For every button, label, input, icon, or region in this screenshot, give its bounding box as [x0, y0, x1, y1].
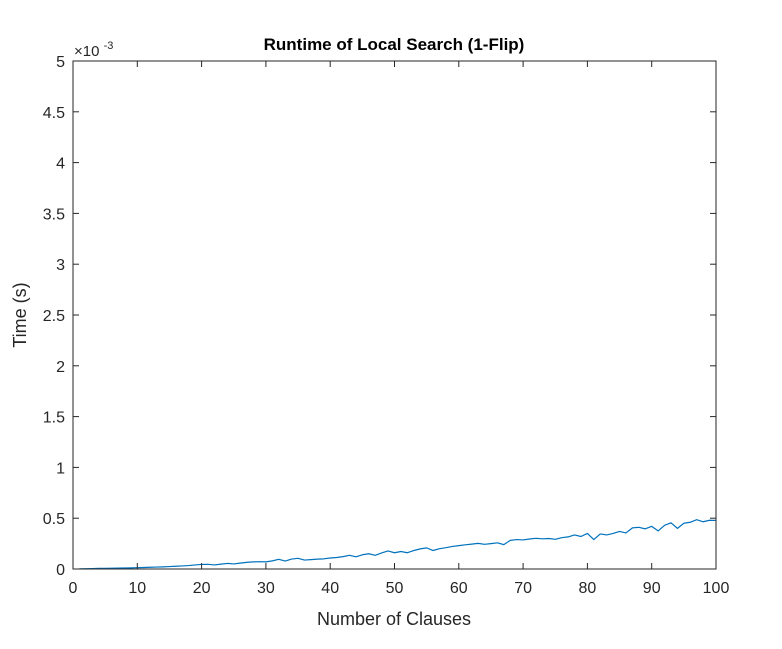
y-tick-label: 1 [56, 460, 65, 477]
x-tick-label: 40 [321, 580, 339, 597]
chart-title: Runtime of Local Search (1-Flip) [264, 35, 525, 54]
y-tick-label: 1.5 [43, 410, 65, 427]
x-tick-label: 50 [386, 580, 404, 597]
x-tick-label: 20 [193, 580, 211, 597]
series-line-0 [79, 519, 717, 570]
x-tick-label: 70 [514, 580, 532, 597]
plot-area: 0 10 20 30 40 50 60 70 80 90 100 0 0.5 1 1.5 2 2.5 3 3.5 4 4… [43, 54, 730, 597]
y-tick-label: 4 [56, 156, 65, 173]
y-exponent-base: ×10 [74, 43, 99, 60]
y-tick-label: 2.5 [43, 308, 65, 325]
y-tick-label: 4.5 [43, 105, 65, 122]
y-tick-label: 0 [56, 562, 65, 579]
y-tick-label: 2 [56, 359, 65, 376]
y-tick-label: 0.5 [43, 511, 65, 528]
y-tick-label: 5 [56, 54, 65, 71]
svg-text:×10 -3: ×10 -3 [74, 40, 113, 60]
x-tick-label: 90 [643, 580, 661, 597]
y-tick-label: 3.5 [43, 206, 65, 223]
x-tick-label: 0 [69, 580, 78, 597]
x-tick-label: 60 [450, 580, 468, 597]
y-exponent-label: ×10 -3 [74, 40, 113, 60]
x-tick-label: 100 [703, 580, 730, 597]
y-tick-label: 3 [56, 257, 65, 274]
x-axis-label: Number of Clauses [317, 609, 471, 629]
y-exponent-power: -3 [104, 40, 114, 52]
x-tick-label: 30 [257, 580, 275, 597]
x-tick-label: 10 [128, 580, 146, 597]
x-tick-label: 80 [579, 580, 597, 597]
y-axis-label: Time (s) [10, 282, 30, 347]
